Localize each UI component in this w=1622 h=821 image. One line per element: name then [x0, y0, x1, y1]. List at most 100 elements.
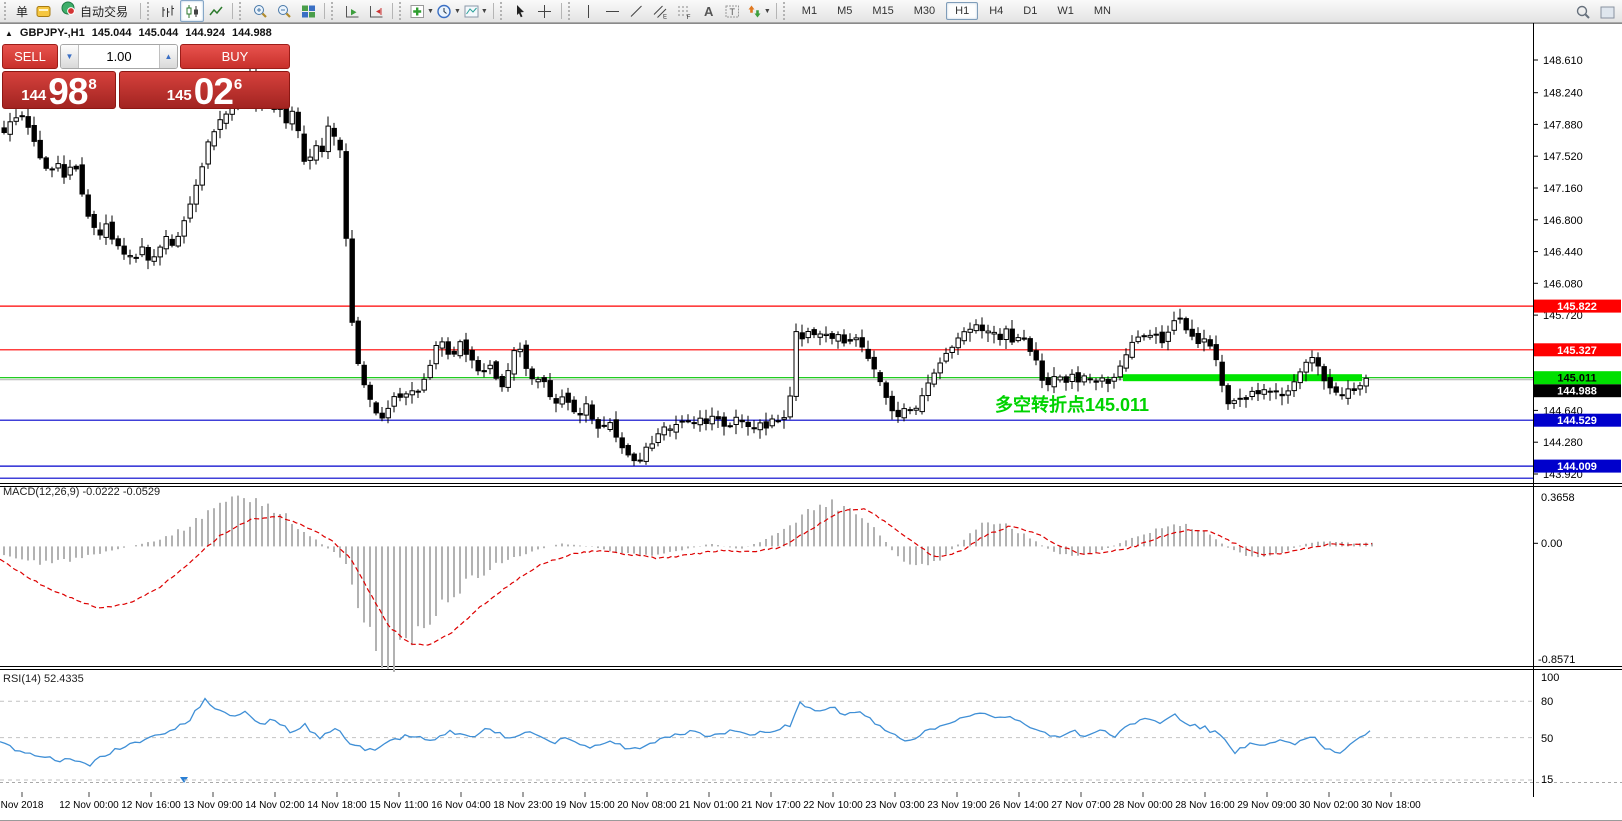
svg-text:144.988: 144.988 [1557, 386, 1597, 398]
collapse-arrow-icon[interactable]: ▲ [5, 28, 13, 38]
pivot-annotation: 多空转折点145.011 [995, 395, 1150, 415]
volume-decrease-button[interactable]: ▼ [61, 45, 79, 68]
timeframe-button-m30[interactable]: M30 [913, 5, 936, 17]
timeframe-button-m15[interactable]: M15 [872, 5, 894, 17]
channel-icon[interactable]: E [649, 0, 673, 22]
macd-signal-line [0, 508, 1373, 646]
svg-text:21 Nov 17:00: 21 Nov 17:00 [741, 800, 801, 811]
svg-text:27 Nov 07:00: 27 Nov 07:00 [1051, 800, 1111, 811]
toolbar-grip[interactable] [399, 2, 404, 20]
chart-shift-icon[interactable] [364, 0, 388, 22]
candlesticks [1, 67, 1369, 466]
templates-icon[interactable]: ▼ [462, 0, 489, 22]
zoom-in-icon[interactable] [248, 0, 272, 22]
toolbar-grip[interactable] [239, 2, 244, 20]
svg-text:28 Nov 16:00: 28 Nov 16:00 [1175, 800, 1235, 811]
buy-price-pips: 02 [193, 71, 234, 112]
svg-text:147.880: 147.880 [1543, 119, 1583, 131]
horizontal-levels [0, 305, 1533, 479]
toolbar-grip[interactable] [567, 2, 573, 20]
orders-menu-label[interactable]: 单 [16, 4, 29, 19]
volume-stepper: ▼ ▲ [60, 44, 178, 69]
volume-input[interactable] [79, 45, 159, 68]
price-badge-144.529 [1534, 413, 1621, 427]
volume-increase-button[interactable]: ▲ [159, 45, 177, 68]
toolbar: 单 自动交易 ▼ ▼ ▼ E F A T ▼ M1 M5 M15 M30 H1 H4 D1 W1 MN [0, 0, 1622, 23]
svg-text:80: 80 [1541, 696, 1553, 708]
ohlc-close: 144.988 [232, 27, 272, 39]
auto-trading-button-label: 自动交易 [80, 4, 129, 19]
line-chart-icon[interactable] [204, 0, 228, 22]
toolbar-separator [324, 3, 326, 19]
macd-axis[interactable]: 0.3658 0.00 -0.8571 [1533, 492, 1575, 666]
cursor-icon[interactable] [509, 0, 533, 22]
svg-text:15: 15 [1541, 774, 1553, 786]
svg-text:Nov 2018: Nov 2018 [1, 800, 44, 811]
indicators-icon[interactable]: ▼ [408, 0, 435, 22]
timeframe-button-m1[interactable]: M1 [801, 5, 818, 17]
text-label-icon[interactable]: T [721, 0, 745, 22]
pane-separators[interactable] [0, 23, 1622, 784]
toolbar-grip[interactable] [4, 2, 9, 20]
svg-text:23 Nov 03:00: 23 Nov 03:00 [865, 800, 925, 811]
timeframe-button-m5[interactable]: M5 [837, 5, 853, 17]
auto-scroll-icon[interactable] [340, 0, 364, 22]
toolbar-grip[interactable] [782, 2, 788, 20]
toolbar-grip[interactable] [331, 2, 336, 20]
buy-price-box[interactable]: 145 02 6 [119, 71, 290, 112]
vertical-line-icon[interactable] [577, 0, 601, 22]
timeframe-button-w1[interactable]: W1 [1057, 5, 1074, 17]
svg-text:F: F [687, 14, 691, 20]
svg-text:30 Nov 02:00: 30 Nov 02:00 [1299, 800, 1359, 811]
time-axis[interactable]: Nov 2018 12 Nov 00:00 12 Nov 16:00 13 Nov 0… [1, 792, 1422, 811]
chevron-down-icon: ▼ [763, 7, 771, 15]
svg-text:147.160: 147.160 [1543, 183, 1583, 195]
fibonacci-icon[interactable]: F [673, 0, 697, 22]
periods-icon[interactable]: ▼ [435, 0, 462, 22]
new-order-icon[interactable] [31, 0, 55, 22]
svg-text:146.800: 146.800 [1543, 215, 1583, 227]
trendline-icon[interactable] [625, 0, 649, 22]
sell-price-big-figure: 144 [21, 87, 47, 104]
bar-chart-icon[interactable] [156, 0, 180, 22]
toolbar-grip[interactable] [499, 2, 505, 20]
timeframe-button-h1[interactable]: H1 [946, 2, 979, 20]
svg-text:28 Nov 00:00: 28 Nov 00:00 [1113, 800, 1173, 811]
timeframe-button-d1[interactable]: D1 [1023, 5, 1038, 17]
arrows-icon[interactable]: ▼ [745, 0, 772, 22]
toolbar-separator [560, 3, 562, 19]
price-badge-144.009 [1534, 459, 1621, 473]
rsi-levels [0, 700, 1533, 781]
search-icon[interactable] [1571, 1, 1595, 23]
crosshair-icon[interactable] [533, 0, 557, 22]
svg-text:T: T [730, 7, 736, 17]
zoom-out-icon[interactable] [272, 0, 296, 22]
tile-windows-icon[interactable] [296, 0, 320, 22]
svg-text:146.080: 146.080 [1543, 278, 1583, 290]
svg-text:145.327: 145.327 [1557, 345, 1597, 357]
timeframe-button-mn[interactable]: MN [1093, 5, 1111, 17]
one-click-trading-panel: SELL ▼ ▲ BUY 144 98 8 145 02 6 [2, 44, 290, 112]
svg-text:147.520: 147.520 [1543, 151, 1583, 163]
candlestick-chart-icon[interactable] [180, 0, 205, 22]
auto-trading-button[interactable]: 自动交易 [55, 0, 136, 22]
price-axis[interactable]: 148.610 148.240 147.880 147.520 147.160 146.8… [1533, 55, 1621, 481]
sell-button[interactable]: SELL [2, 44, 58, 69]
chevron-down-icon: ▼ [453, 7, 461, 15]
text-icon[interactable]: A [697, 0, 721, 22]
timeframe-button-h4[interactable]: H4 [989, 5, 1004, 17]
toolbar-separator [492, 3, 494, 19]
horizontal-line-icon[interactable] [601, 0, 625, 22]
rsi-axis[interactable]: 100 80 50 15 [1541, 672, 1559, 786]
panels-icon[interactable] [1595, 1, 1619, 23]
toolbar-grip[interactable] [147, 2, 152, 20]
sell-price-pipette: 8 [88, 76, 97, 93]
auto-trading-icon [60, 0, 77, 22]
buy-button[interactable]: BUY [180, 44, 290, 69]
svg-text:20 Nov 08:00: 20 Nov 08:00 [617, 800, 677, 811]
svg-text:26 Nov 14:00: 26 Nov 14:00 [989, 800, 1049, 811]
sell-price-box[interactable]: 144 98 8 [2, 71, 116, 110]
svg-text:A: A [704, 4, 714, 19]
